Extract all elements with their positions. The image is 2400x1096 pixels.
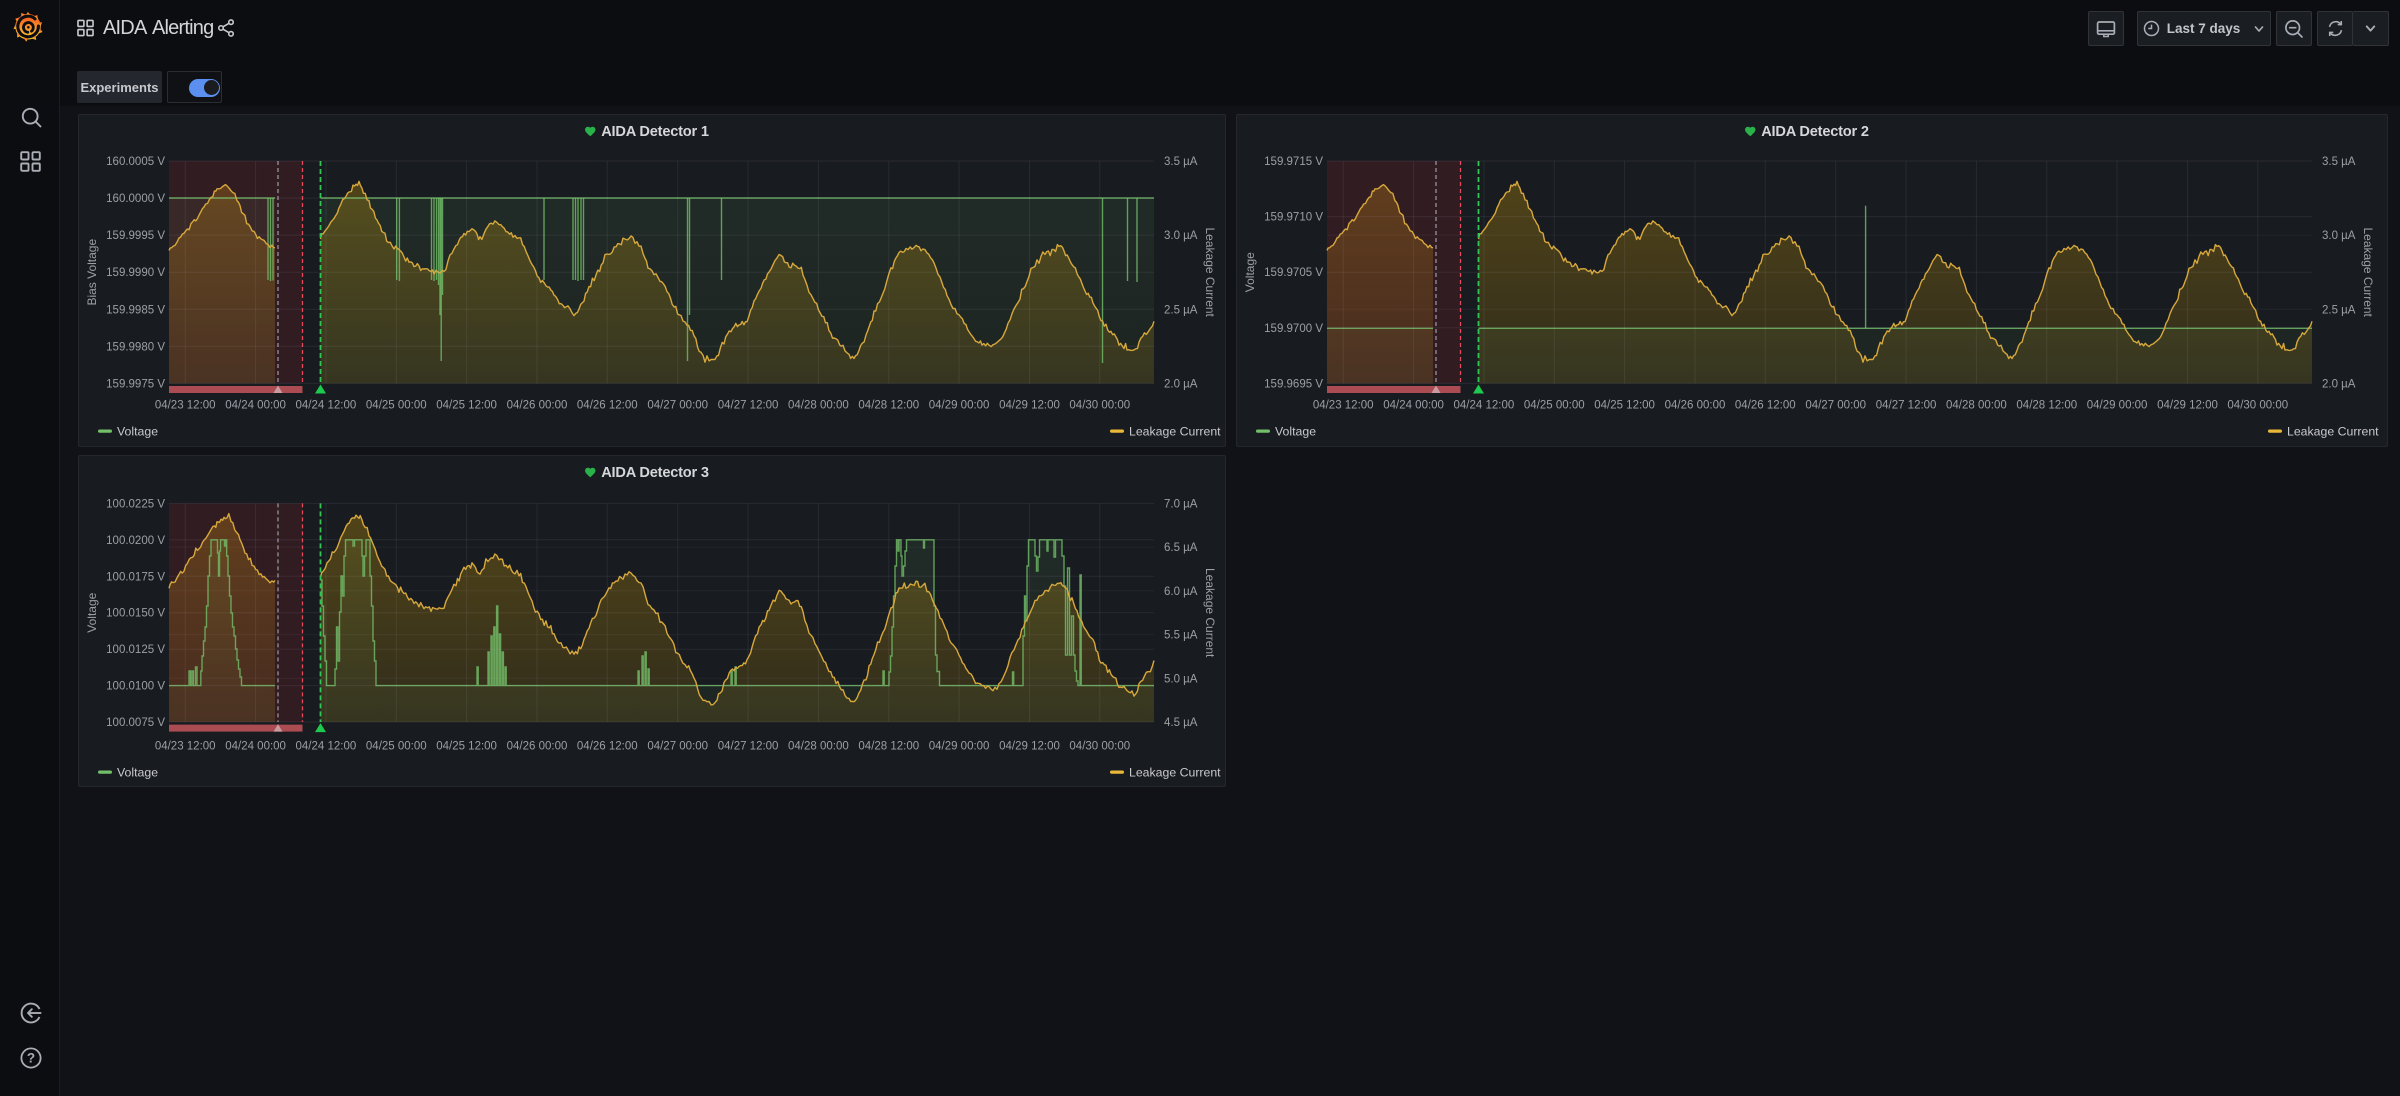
- svg-text:04/29 00:00: 04/29 00:00: [929, 741, 990, 753]
- svg-text:04/26 12:00: 04/26 12:00: [577, 400, 638, 412]
- svg-text:04/23 12:00: 04/23 12:00: [155, 400, 216, 412]
- svg-text:Leakage Current: Leakage Current: [1129, 425, 1221, 439]
- svg-text:04/26 12:00: 04/26 12:00: [577, 741, 638, 753]
- svg-text:7.0 µA: 7.0 µA: [1164, 498, 1198, 510]
- svg-text:04/24 12:00: 04/24 12:00: [1454, 400, 1515, 412]
- svg-text:3.5 µA: 3.5 µA: [2322, 156, 2356, 168]
- svg-text:159.9995 V: 159.9995 V: [106, 230, 165, 242]
- svg-text:Voltage: Voltage: [117, 425, 158, 439]
- svg-text:AIDA Detector 3: AIDA Detector 3: [601, 465, 709, 481]
- svg-text:04/30 00:00: 04/30 00:00: [1069, 741, 1130, 753]
- svg-text:160.0005 V: 160.0005 V: [106, 156, 165, 168]
- svg-text:04/28 00:00: 04/28 00:00: [788, 400, 849, 412]
- svg-text:6.0 µA: 6.0 µA: [1164, 586, 1198, 598]
- svg-text:159.9990 V: 159.9990 V: [106, 267, 165, 279]
- svg-text:04/23 12:00: 04/23 12:00: [155, 741, 216, 753]
- svg-text:04/25 12:00: 04/25 12:00: [436, 741, 497, 753]
- svg-text:100.0225 V: 100.0225 V: [106, 498, 165, 510]
- svg-text:04/28 12:00: 04/28 12:00: [858, 400, 919, 412]
- svg-text:159.9695 V: 159.9695 V: [1264, 378, 1323, 390]
- svg-text:04/26 00:00: 04/26 00:00: [507, 741, 568, 753]
- svg-text:Leakage Current: Leakage Current: [1129, 766, 1221, 780]
- svg-text:04/28 00:00: 04/28 00:00: [1946, 400, 2007, 412]
- svg-text:159.9705 V: 159.9705 V: [1264, 267, 1323, 279]
- svg-text:100.0100 V: 100.0100 V: [106, 681, 165, 693]
- svg-text:04/27 12:00: 04/27 12:00: [718, 400, 779, 412]
- svg-text:3.0 µA: 3.0 µA: [2322, 230, 2356, 242]
- svg-text:04/25 00:00: 04/25 00:00: [366, 400, 427, 412]
- svg-text:04/24 00:00: 04/24 00:00: [225, 741, 286, 753]
- svg-text:159.9980 V: 159.9980 V: [106, 341, 165, 353]
- svg-text:159.9985 V: 159.9985 V: [106, 304, 165, 316]
- svg-text:04/26 12:00: 04/26 12:00: [1735, 400, 1796, 412]
- svg-text:100.0150 V: 100.0150 V: [106, 608, 165, 620]
- svg-text:04/27 00:00: 04/27 00:00: [647, 741, 708, 753]
- svg-text:100.0125 V: 100.0125 V: [106, 644, 165, 656]
- svg-text:2.5 µA: 2.5 µA: [1164, 304, 1198, 316]
- svg-text:04/28 00:00: 04/28 00:00: [788, 741, 849, 753]
- svg-text:Leakage Current: Leakage Current: [1203, 568, 1217, 658]
- svg-text:100.0200 V: 100.0200 V: [106, 535, 165, 547]
- svg-text:Voltage: Voltage: [85, 592, 99, 632]
- svg-text:5.5 µA: 5.5 µA: [1164, 630, 1198, 642]
- svg-text:04/24 00:00: 04/24 00:00: [225, 400, 286, 412]
- svg-text:159.9975 V: 159.9975 V: [106, 378, 165, 390]
- svg-text:04/25 12:00: 04/25 12:00: [1594, 400, 1655, 412]
- svg-text:04/24 00:00: 04/24 00:00: [1383, 400, 1444, 412]
- svg-text:Voltage: Voltage: [1275, 425, 1316, 439]
- svg-text:04/27 12:00: 04/27 12:00: [1876, 400, 1937, 412]
- svg-text:04/29 00:00: 04/29 00:00: [929, 400, 990, 412]
- svg-text:2.5 µA: 2.5 µA: [2322, 304, 2356, 316]
- svg-text:100.0075 V: 100.0075 V: [106, 717, 165, 729]
- svg-text:04/29 12:00: 04/29 12:00: [999, 400, 1060, 412]
- svg-text:Leakage Current: Leakage Current: [2361, 228, 2375, 318]
- svg-text:Voltage: Voltage: [117, 766, 158, 780]
- svg-text:04/28 12:00: 04/28 12:00: [858, 741, 919, 753]
- svg-text:04/25 12:00: 04/25 12:00: [436, 400, 497, 412]
- svg-text:04/26 00:00: 04/26 00:00: [1665, 400, 1726, 412]
- svg-text:04/29 12:00: 04/29 12:00: [999, 741, 1060, 753]
- svg-text:159.9700 V: 159.9700 V: [1264, 323, 1323, 335]
- svg-text:04/25 00:00: 04/25 00:00: [1524, 400, 1585, 412]
- svg-text:2.0 µA: 2.0 µA: [1164, 378, 1198, 390]
- svg-text:04/24 12:00: 04/24 12:00: [296, 400, 357, 412]
- svg-text:Bias Voltage: Bias Voltage: [85, 239, 99, 306]
- svg-text:AIDA Detector 2: AIDA Detector 2: [1761, 124, 1869, 140]
- svg-text:04/27 00:00: 04/27 00:00: [647, 400, 708, 412]
- svg-text:160.0000 V: 160.0000 V: [106, 193, 165, 205]
- svg-text:04/26 00:00: 04/26 00:00: [507, 400, 568, 412]
- svg-text:04/25 00:00: 04/25 00:00: [366, 741, 427, 753]
- svg-text:3.0 µA: 3.0 µA: [1164, 230, 1198, 242]
- svg-text:04/30 00:00: 04/30 00:00: [1069, 400, 1130, 412]
- svg-text:04/30 00:00: 04/30 00:00: [2227, 400, 2288, 412]
- svg-text:4.5 µA: 4.5 µA: [1164, 717, 1198, 729]
- svg-text:04/23 12:00: 04/23 12:00: [1313, 400, 1374, 412]
- svg-text:?: ?: [27, 1050, 35, 1065]
- svg-text:Leakage Current: Leakage Current: [1203, 228, 1217, 318]
- svg-text:Leakage Current: Leakage Current: [2287, 425, 2379, 439]
- svg-text:04/29 00:00: 04/29 00:00: [2087, 400, 2148, 412]
- svg-text:100.0175 V: 100.0175 V: [106, 571, 165, 583]
- svg-text:159.9710 V: 159.9710 V: [1264, 212, 1323, 224]
- svg-text:04/28 12:00: 04/28 12:00: [2016, 400, 2077, 412]
- svg-text:04/24 12:00: 04/24 12:00: [296, 741, 357, 753]
- svg-text:2.0 µA: 2.0 µA: [2322, 378, 2356, 390]
- svg-text:159.9715 V: 159.9715 V: [1264, 156, 1323, 168]
- svg-text:6.5 µA: 6.5 µA: [1164, 542, 1198, 554]
- svg-text:3.5 µA: 3.5 µA: [1164, 156, 1198, 168]
- svg-text:5.0 µA: 5.0 µA: [1164, 673, 1198, 685]
- svg-text:04/29 12:00: 04/29 12:00: [2157, 400, 2218, 412]
- svg-text:Voltage: Voltage: [1243, 252, 1257, 292]
- svg-text:AIDA Detector 1: AIDA Detector 1: [601, 124, 709, 140]
- svg-text:04/27 12:00: 04/27 12:00: [718, 741, 779, 753]
- svg-text:04/27 00:00: 04/27 00:00: [1805, 400, 1866, 412]
